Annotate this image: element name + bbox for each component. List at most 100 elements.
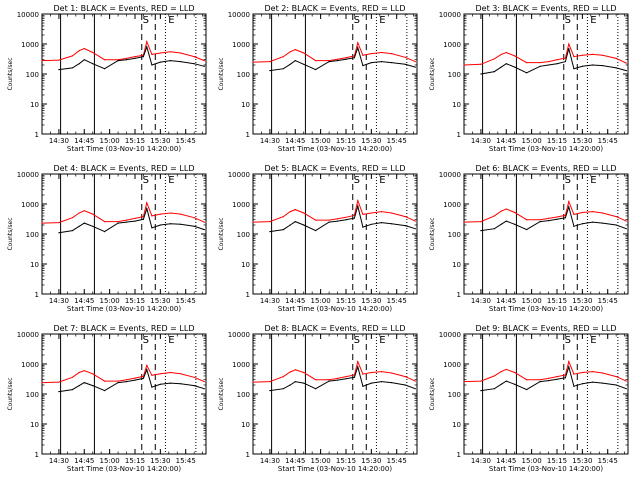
- lld-data-point: [303, 52, 305, 54]
- lld-data-point: [294, 49, 296, 51]
- x-tick-label: 15:00: [100, 457, 120, 465]
- y-tick-label: 1000: [443, 201, 461, 209]
- lld-data-point: [203, 221, 205, 223]
- x-tick-label: 14:45: [285, 137, 305, 145]
- y-axis-label: Counts/sec: [7, 377, 14, 410]
- x-tick-label: 15:30: [361, 297, 381, 305]
- events-data-point: [581, 223, 584, 225]
- events-data-point: [146, 46, 148, 48]
- lld-data-point: [159, 373, 161, 375]
- y-tick-label: 10000: [439, 171, 461, 179]
- y-tick-label: 1000: [21, 361, 39, 369]
- start-marker-label: S: [354, 175, 360, 186]
- events-data-point: [514, 223, 516, 225]
- lld-data-point: [252, 61, 254, 63]
- events-data-point: [500, 223, 502, 225]
- x-tick-label: 14:30: [471, 297, 491, 305]
- events-data-point: [514, 66, 516, 68]
- lld-series-line: [41, 39, 205, 62]
- events-data-point: [480, 73, 482, 75]
- x-tick-label: 14:45: [74, 297, 94, 305]
- end-marker-label: E: [379, 175, 385, 186]
- events-data-point: [615, 384, 617, 386]
- x-tick-label: 15:45: [387, 137, 407, 145]
- lld-data-point: [71, 376, 73, 378]
- lld-data-point: [159, 52, 161, 54]
- lld-data-point: [294, 369, 296, 371]
- y-axis-label: Counts/sec: [218, 57, 225, 90]
- lld-data-point: [602, 54, 604, 56]
- start-marker-label: S: [354, 15, 360, 26]
- x-tick-label: 15:30: [150, 457, 170, 465]
- lld-data-point: [591, 371, 594, 373]
- y-tick-label: 1: [246, 291, 250, 299]
- y-tick-label: 1: [457, 131, 461, 139]
- lld-data-point: [362, 213, 364, 215]
- lld-data-point: [505, 368, 507, 370]
- events-data-point: [414, 228, 416, 230]
- lld-data-point: [615, 376, 617, 378]
- lld-data-point: [41, 60, 43, 62]
- lld-data-point: [269, 221, 271, 223]
- y-axis-label: Counts/sec: [7, 57, 14, 90]
- events-data-point: [357, 47, 359, 49]
- y-axis-label: Counts/sec: [7, 217, 14, 250]
- y-axis-label: Counts/sec: [429, 377, 436, 410]
- y-tick-label: 1000: [21, 41, 39, 49]
- lld-data-point: [380, 51, 383, 54]
- lld-data-point: [404, 216, 406, 218]
- x-tick-label: 15:15: [336, 137, 356, 145]
- lld-data-point: [169, 212, 172, 214]
- events-data-point: [526, 389, 528, 391]
- lld-data-point: [625, 62, 627, 64]
- events-data-point: [505, 63, 507, 65]
- y-tick-label: 10000: [439, 11, 461, 19]
- events-data-point: [556, 378, 558, 380]
- plot-frame: [463, 333, 629, 455]
- x-axis-label: Start Time (03-Nov-10 14:20:00): [67, 465, 181, 473]
- x-tick-label: 15:45: [176, 457, 196, 465]
- lld-data-point: [289, 51, 291, 53]
- lld-data-point: [362, 54, 364, 56]
- y-tick-label: 100: [448, 71, 461, 79]
- lld-data-point: [252, 221, 254, 223]
- events-data-point: [414, 388, 416, 390]
- events-data-point: [117, 60, 119, 62]
- events-data-point: [539, 381, 541, 383]
- lld-data-point: [282, 376, 284, 378]
- events-data-point: [391, 62, 393, 64]
- detector-panel: Det 3: BLACK = Events, RED = LLD 1 10 100 10…: [429, 4, 629, 153]
- lld-data-point: [282, 56, 284, 58]
- events-data-point: [125, 221, 128, 223]
- lld-data-point: [357, 361, 359, 363]
- x-tick-label: 14:45: [496, 137, 516, 145]
- x-tick-label: 15:30: [361, 137, 381, 145]
- lld-data-point: [370, 212, 372, 214]
- lld-data-point: [117, 380, 119, 382]
- x-tick-label: 15:30: [572, 457, 592, 465]
- events-data-point: [345, 219, 347, 221]
- lld-data-point: [71, 217, 73, 219]
- events-data-point: [564, 61, 567, 63]
- events-data-point: [547, 64, 550, 66]
- lld-data-point: [500, 371, 502, 373]
- lld-data-point: [328, 379, 330, 381]
- lld-data-point: [303, 371, 305, 374]
- events-data-point: [539, 221, 541, 223]
- events-data-point: [514, 383, 516, 385]
- lld-data-point: [615, 57, 617, 60]
- events-data-point: [315, 388, 317, 390]
- events-data-point: [142, 218, 144, 220]
- events-data-point: [269, 70, 271, 72]
- start-marker-label: S: [565, 175, 571, 186]
- plot-frame: [41, 333, 207, 455]
- y-tick-label: 100: [237, 231, 250, 239]
- events-data-point: [591, 221, 594, 223]
- events-data-point: [289, 384, 291, 386]
- events-data-point: [581, 383, 584, 385]
- x-tick-label: 15:45: [387, 457, 407, 465]
- events-data-point: [345, 378, 347, 380]
- x-tick-label: 14:30: [49, 457, 69, 465]
- events-data-point: [180, 61, 182, 63]
